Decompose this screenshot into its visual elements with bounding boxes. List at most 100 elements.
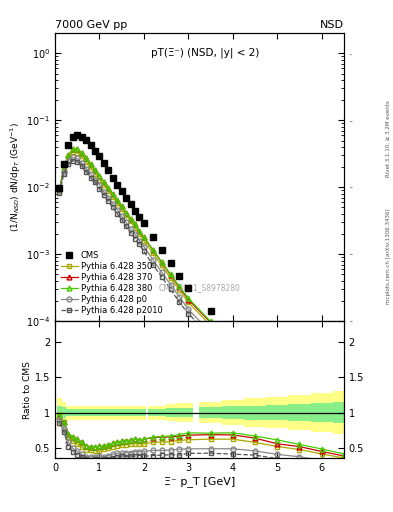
Text: pT(Ξ⁻) (NSD, |y| < 2): pT(Ξ⁻) (NSD, |y| < 2) xyxy=(151,48,259,58)
CMS xyxy=(88,142,93,148)
Pythia 6.428 380 xyxy=(88,161,93,167)
CMS xyxy=(101,160,106,166)
Pythia 6.428 p0 xyxy=(159,269,164,275)
Pythia 6.428 p2010 xyxy=(106,198,111,204)
CMS xyxy=(97,153,102,159)
Pythia 6.428 380 xyxy=(128,216,133,222)
CMS xyxy=(297,386,302,392)
Pythia 6.428 350 xyxy=(115,200,119,206)
Pythia 6.428 p2010 xyxy=(66,161,71,167)
CMS xyxy=(186,285,191,291)
Pythia 6.428 370 xyxy=(110,191,115,197)
Pythia 6.428 p2010 xyxy=(133,236,138,242)
Pythia 6.428 p0 xyxy=(275,394,279,400)
Pythia 6.428 380 xyxy=(342,442,346,449)
Pythia 6.428 p0 xyxy=(297,415,302,421)
Pythia 6.428 380 xyxy=(168,271,173,278)
Pythia 6.428 370 xyxy=(101,179,106,185)
Pythia 6.428 380 xyxy=(159,259,164,265)
CMS xyxy=(110,175,115,181)
Pythia 6.428 p2010 xyxy=(93,179,97,185)
Pythia 6.428 370 xyxy=(168,272,173,278)
CMS xyxy=(79,134,84,140)
CMS xyxy=(128,201,133,207)
Pythia 6.428 370 xyxy=(159,259,164,265)
Pythia 6.428 350 xyxy=(128,218,133,224)
Pythia 6.428 p0 xyxy=(137,238,142,244)
Pythia 6.428 350 xyxy=(141,238,146,244)
Pythia 6.428 p2010 xyxy=(128,229,133,236)
Pythia 6.428 350 xyxy=(168,275,173,281)
Pythia 6.428 370 xyxy=(253,364,257,370)
Pythia 6.428 350 xyxy=(75,150,80,156)
Pythia 6.428 p2010 xyxy=(62,170,66,177)
Pythia 6.428 p0 xyxy=(128,226,133,232)
Pythia 6.428 p0 xyxy=(208,329,213,335)
Pythia 6.428 350 xyxy=(70,148,75,155)
Pythia 6.428 380 xyxy=(137,228,142,234)
Pythia 6.428 380 xyxy=(186,295,191,301)
Pythia 6.428 370 xyxy=(119,203,124,209)
Pythia 6.428 p0 xyxy=(66,158,71,164)
Pythia 6.428 p0 xyxy=(106,195,111,201)
Text: CMS_2011_S8978280: CMS_2011_S8978280 xyxy=(158,283,241,292)
Pythia 6.428 p2010 xyxy=(101,192,106,198)
Line: Pythia 6.428 350: Pythia 6.428 350 xyxy=(57,150,346,452)
Pythia 6.428 350 xyxy=(159,262,164,268)
CMS xyxy=(115,181,119,187)
Pythia 6.428 350 xyxy=(342,446,346,453)
CMS xyxy=(57,185,62,191)
Line: Pythia 6.428 370: Pythia 6.428 370 xyxy=(57,147,346,450)
Text: mcplots.cern.ch [arXiv:1306.3436]: mcplots.cern.ch [arXiv:1306.3436] xyxy=(386,208,391,304)
Pythia 6.428 380 xyxy=(115,197,119,203)
CMS xyxy=(141,220,146,226)
Line: Pythia 6.428 p2010: Pythia 6.428 p2010 xyxy=(57,158,346,466)
Pythia 6.428 370 xyxy=(177,284,182,290)
Pythia 6.428 380 xyxy=(101,179,106,185)
Pythia 6.428 p0 xyxy=(93,177,97,183)
Y-axis label: (1/N$_{NSD}$) dN/dp$_T$ (GeV$^{-1}$): (1/N$_{NSD}$) dN/dp$_T$ (GeV$^{-1}$) xyxy=(9,122,23,232)
CMS xyxy=(62,161,66,167)
Pythia 6.428 380 xyxy=(230,340,235,346)
Pythia 6.428 p2010 xyxy=(168,286,173,292)
Pythia 6.428 370 xyxy=(79,150,84,156)
Pythia 6.428 380 xyxy=(66,152,71,158)
CMS xyxy=(159,247,164,253)
Pythia 6.428 350 xyxy=(230,344,235,350)
Pythia 6.428 p0 xyxy=(186,306,191,312)
Pythia 6.428 370 xyxy=(106,185,111,191)
Pythia 6.428 p2010 xyxy=(208,333,213,339)
Line: CMS: CMS xyxy=(56,132,347,422)
Pythia 6.428 380 xyxy=(133,221,138,227)
Pythia 6.428 p2010 xyxy=(151,262,155,268)
Pythia 6.428 350 xyxy=(297,408,302,414)
Pythia 6.428 p2010 xyxy=(115,211,119,217)
Pythia 6.428 p0 xyxy=(84,165,88,172)
Pythia 6.428 380 xyxy=(177,283,182,289)
Pythia 6.428 380 xyxy=(75,146,80,153)
Pythia 6.428 370 xyxy=(66,152,71,158)
Pythia 6.428 p0 xyxy=(62,169,66,175)
Pythia 6.428 370 xyxy=(137,228,142,234)
Pythia 6.428 350 xyxy=(101,181,106,187)
Pythia 6.428 p0 xyxy=(97,181,102,187)
Pythia 6.428 370 xyxy=(186,296,191,303)
Pythia 6.428 350 xyxy=(57,186,62,192)
Pythia 6.428 p2010 xyxy=(275,399,279,405)
Pythia 6.428 350 xyxy=(137,231,142,237)
Pythia 6.428 350 xyxy=(208,322,213,328)
Pythia 6.428 350 xyxy=(124,212,129,219)
Pythia 6.428 380 xyxy=(208,318,213,325)
Pythia 6.428 380 xyxy=(119,203,124,209)
Pythia 6.428 350 xyxy=(151,250,155,256)
Pythia 6.428 p2010 xyxy=(79,163,84,169)
Pythia 6.428 p2010 xyxy=(57,189,62,196)
Pythia 6.428 p2010 xyxy=(70,158,75,164)
CMS xyxy=(319,402,324,408)
Line: Pythia 6.428 p0: Pythia 6.428 p0 xyxy=(57,155,346,460)
Pythia 6.428 370 xyxy=(342,444,346,451)
Pythia 6.428 p2010 xyxy=(186,310,191,316)
Pythia 6.428 p2010 xyxy=(88,175,93,181)
Pythia 6.428 380 xyxy=(275,382,279,389)
Pythia 6.428 380 xyxy=(57,186,62,192)
